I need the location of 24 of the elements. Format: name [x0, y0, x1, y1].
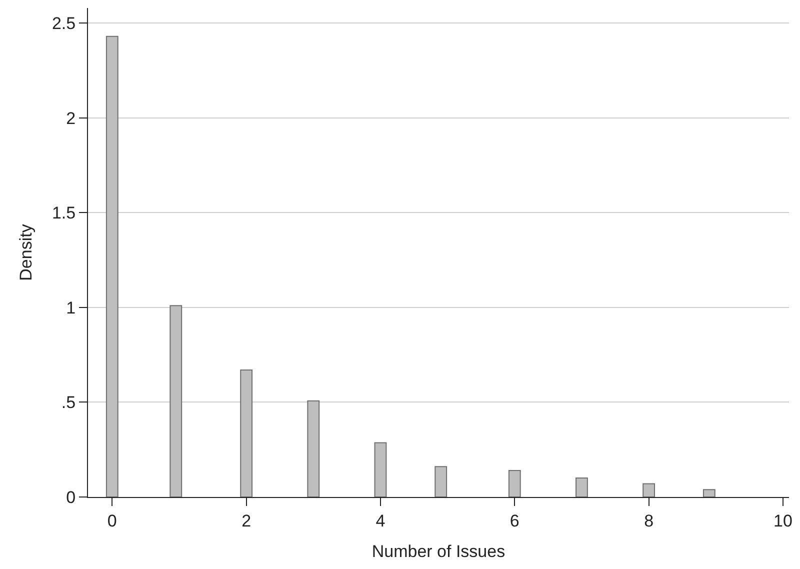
x-tick-label: 10	[774, 511, 792, 530]
bar	[702, 489, 716, 497]
x-tick-label: 8	[644, 511, 654, 530]
y-tick-label: 0	[66, 488, 76, 507]
y-tick-label: 1.5	[52, 204, 76, 223]
bar	[106, 36, 118, 497]
y-tick-label: .5	[61, 393, 76, 412]
x-tick-label: 0	[107, 511, 117, 530]
bar	[434, 466, 448, 497]
x-tick-label: 6	[510, 511, 520, 530]
x-tick-label: 4	[376, 511, 386, 530]
y-tick-label: 1	[66, 298, 76, 318]
x-axis-title: Number of Issues	[372, 542, 506, 561]
bar	[170, 305, 182, 497]
bar	[307, 400, 320, 497]
bar	[576, 478, 588, 497]
bar	[508, 470, 521, 497]
bar	[374, 442, 387, 497]
y-tick-label: 2.5	[52, 14, 76, 34]
bar	[240, 370, 253, 497]
y-tick-label: 2	[66, 108, 76, 128]
x-tick-label: 2	[242, 511, 252, 530]
bar	[642, 483, 655, 497]
y-axis-title: Density	[16, 224, 36, 281]
